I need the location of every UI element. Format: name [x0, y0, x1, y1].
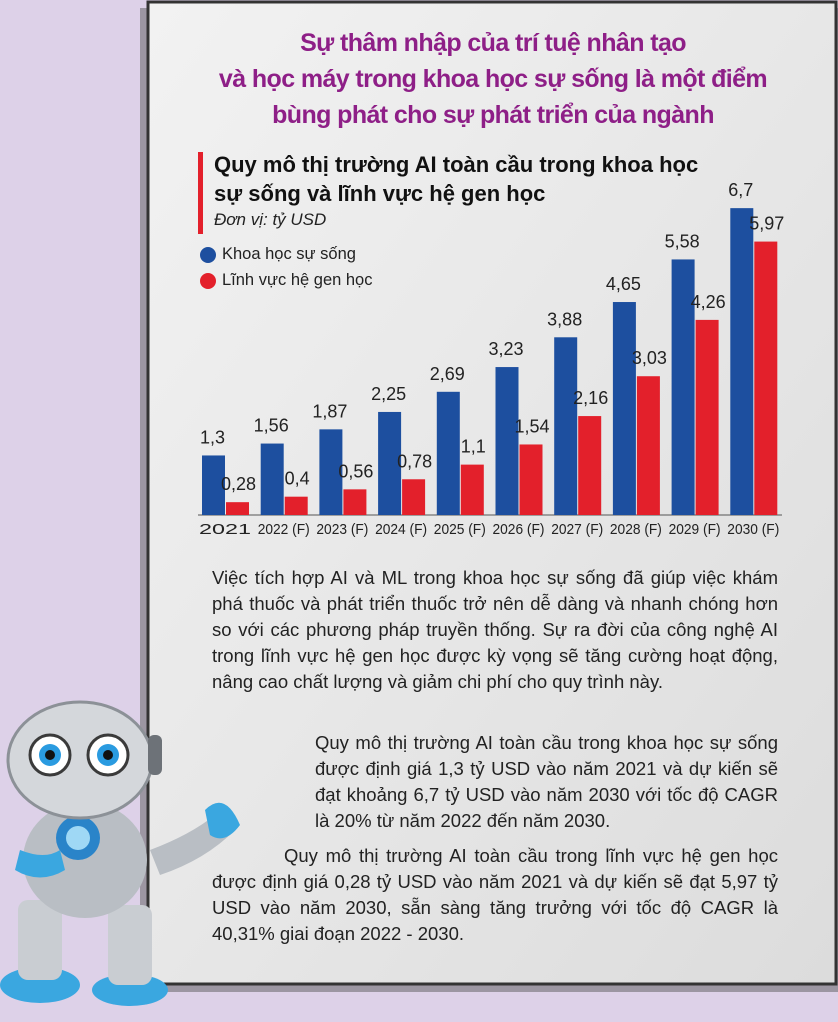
value-label: 1,87: [312, 401, 347, 421]
x-tick-label: 2029 (F): [669, 521, 721, 538]
bar: [730, 208, 754, 515]
x-tick-label: 2022 (F): [258, 521, 310, 538]
bar: [671, 259, 695, 515]
value-label: 1,54: [514, 416, 549, 436]
chart-unit: Đơn vị: tỷ USD: [214, 210, 327, 229]
value-label: 6,7: [728, 180, 753, 200]
value-label: 4,65: [606, 274, 641, 294]
robot: [0, 700, 240, 1006]
paragraph: Việc tích hợp AI và ML trong khoa học sự…: [212, 567, 778, 692]
chart-title: Quy mô thị trường AI toàn cầu trong khoa…: [214, 150, 774, 208]
bar: [402, 479, 426, 515]
title-accent: [198, 152, 203, 234]
bar: [612, 302, 636, 515]
paragraph: Quy mô thị trường AI toàn cầu trong khoa…: [315, 732, 778, 831]
legend-label: Lĩnh vực hệ gen học: [222, 271, 373, 289]
x-tick-label: 2025 (F): [434, 521, 486, 538]
x-tick-label: 2030 (F): [727, 521, 779, 538]
value-label: 2,69: [430, 364, 465, 384]
bar: [378, 411, 402, 515]
x-tick-label: 2028 (F): [610, 521, 662, 538]
paragraph: Quy mô thị trường AI toàn cầu trong lĩnh…: [212, 845, 778, 944]
value-label: 1,1: [461, 437, 486, 457]
bar: [202, 455, 225, 515]
bar: [636, 376, 660, 515]
x-tick-label: 2021: [199, 521, 251, 538]
heading-line: và học máy trong khoa học sự sống là một…: [218, 65, 768, 93]
value-label: 0,78: [397, 451, 432, 471]
heading-line: bùng phát cho sự phát triển của ngành: [272, 101, 714, 129]
x-tick-label: 2023 (F): [316, 521, 368, 538]
value-label: 3,23: [488, 339, 523, 359]
bar: [460, 464, 484, 515]
value-label: 4,26: [691, 292, 726, 312]
bar: [495, 367, 519, 515]
bar: [695, 319, 719, 515]
bar: [226, 502, 249, 515]
x-tick-label: 2024 (F): [375, 521, 427, 538]
value-label: 3,88: [547, 309, 582, 329]
value-label: 3,03: [632, 348, 667, 368]
value-label: 0,28: [221, 474, 256, 494]
value-label: 5,97: [749, 214, 784, 234]
value-label: 1,3: [200, 427, 225, 447]
bar: [519, 444, 543, 515]
bar: [554, 337, 578, 515]
bar: [578, 416, 602, 515]
bar: [319, 429, 343, 515]
value-label: 5,58: [665, 231, 700, 251]
chart-title-line: Quy mô thị trường AI toàn cầu trong khoa…: [214, 152, 699, 177]
bar: [436, 391, 460, 515]
bar: [343, 489, 367, 515]
value-label: 0,4: [285, 469, 310, 489]
value-label: 2,25: [371, 384, 406, 404]
legend-label: Khoa học sự sống: [222, 245, 356, 263]
bar: [754, 241, 778, 515]
value-label: 2,16: [573, 388, 608, 408]
bar: [260, 443, 284, 515]
legend-marker: [200, 247, 216, 263]
x-tick-label: 2026 (F): [493, 521, 545, 538]
value-label: 1,56: [254, 416, 289, 436]
bar: [284, 496, 308, 515]
heading-line: Sự thâm nhập của trí tuệ nhân tạo: [300, 29, 686, 57]
legend-marker: [200, 273, 216, 289]
x-tick-label: 2027 (F): [551, 521, 603, 538]
value-label: 0,56: [338, 461, 373, 481]
chart-title-line: sự sống và lĩnh vực hệ gen học: [214, 181, 546, 206]
